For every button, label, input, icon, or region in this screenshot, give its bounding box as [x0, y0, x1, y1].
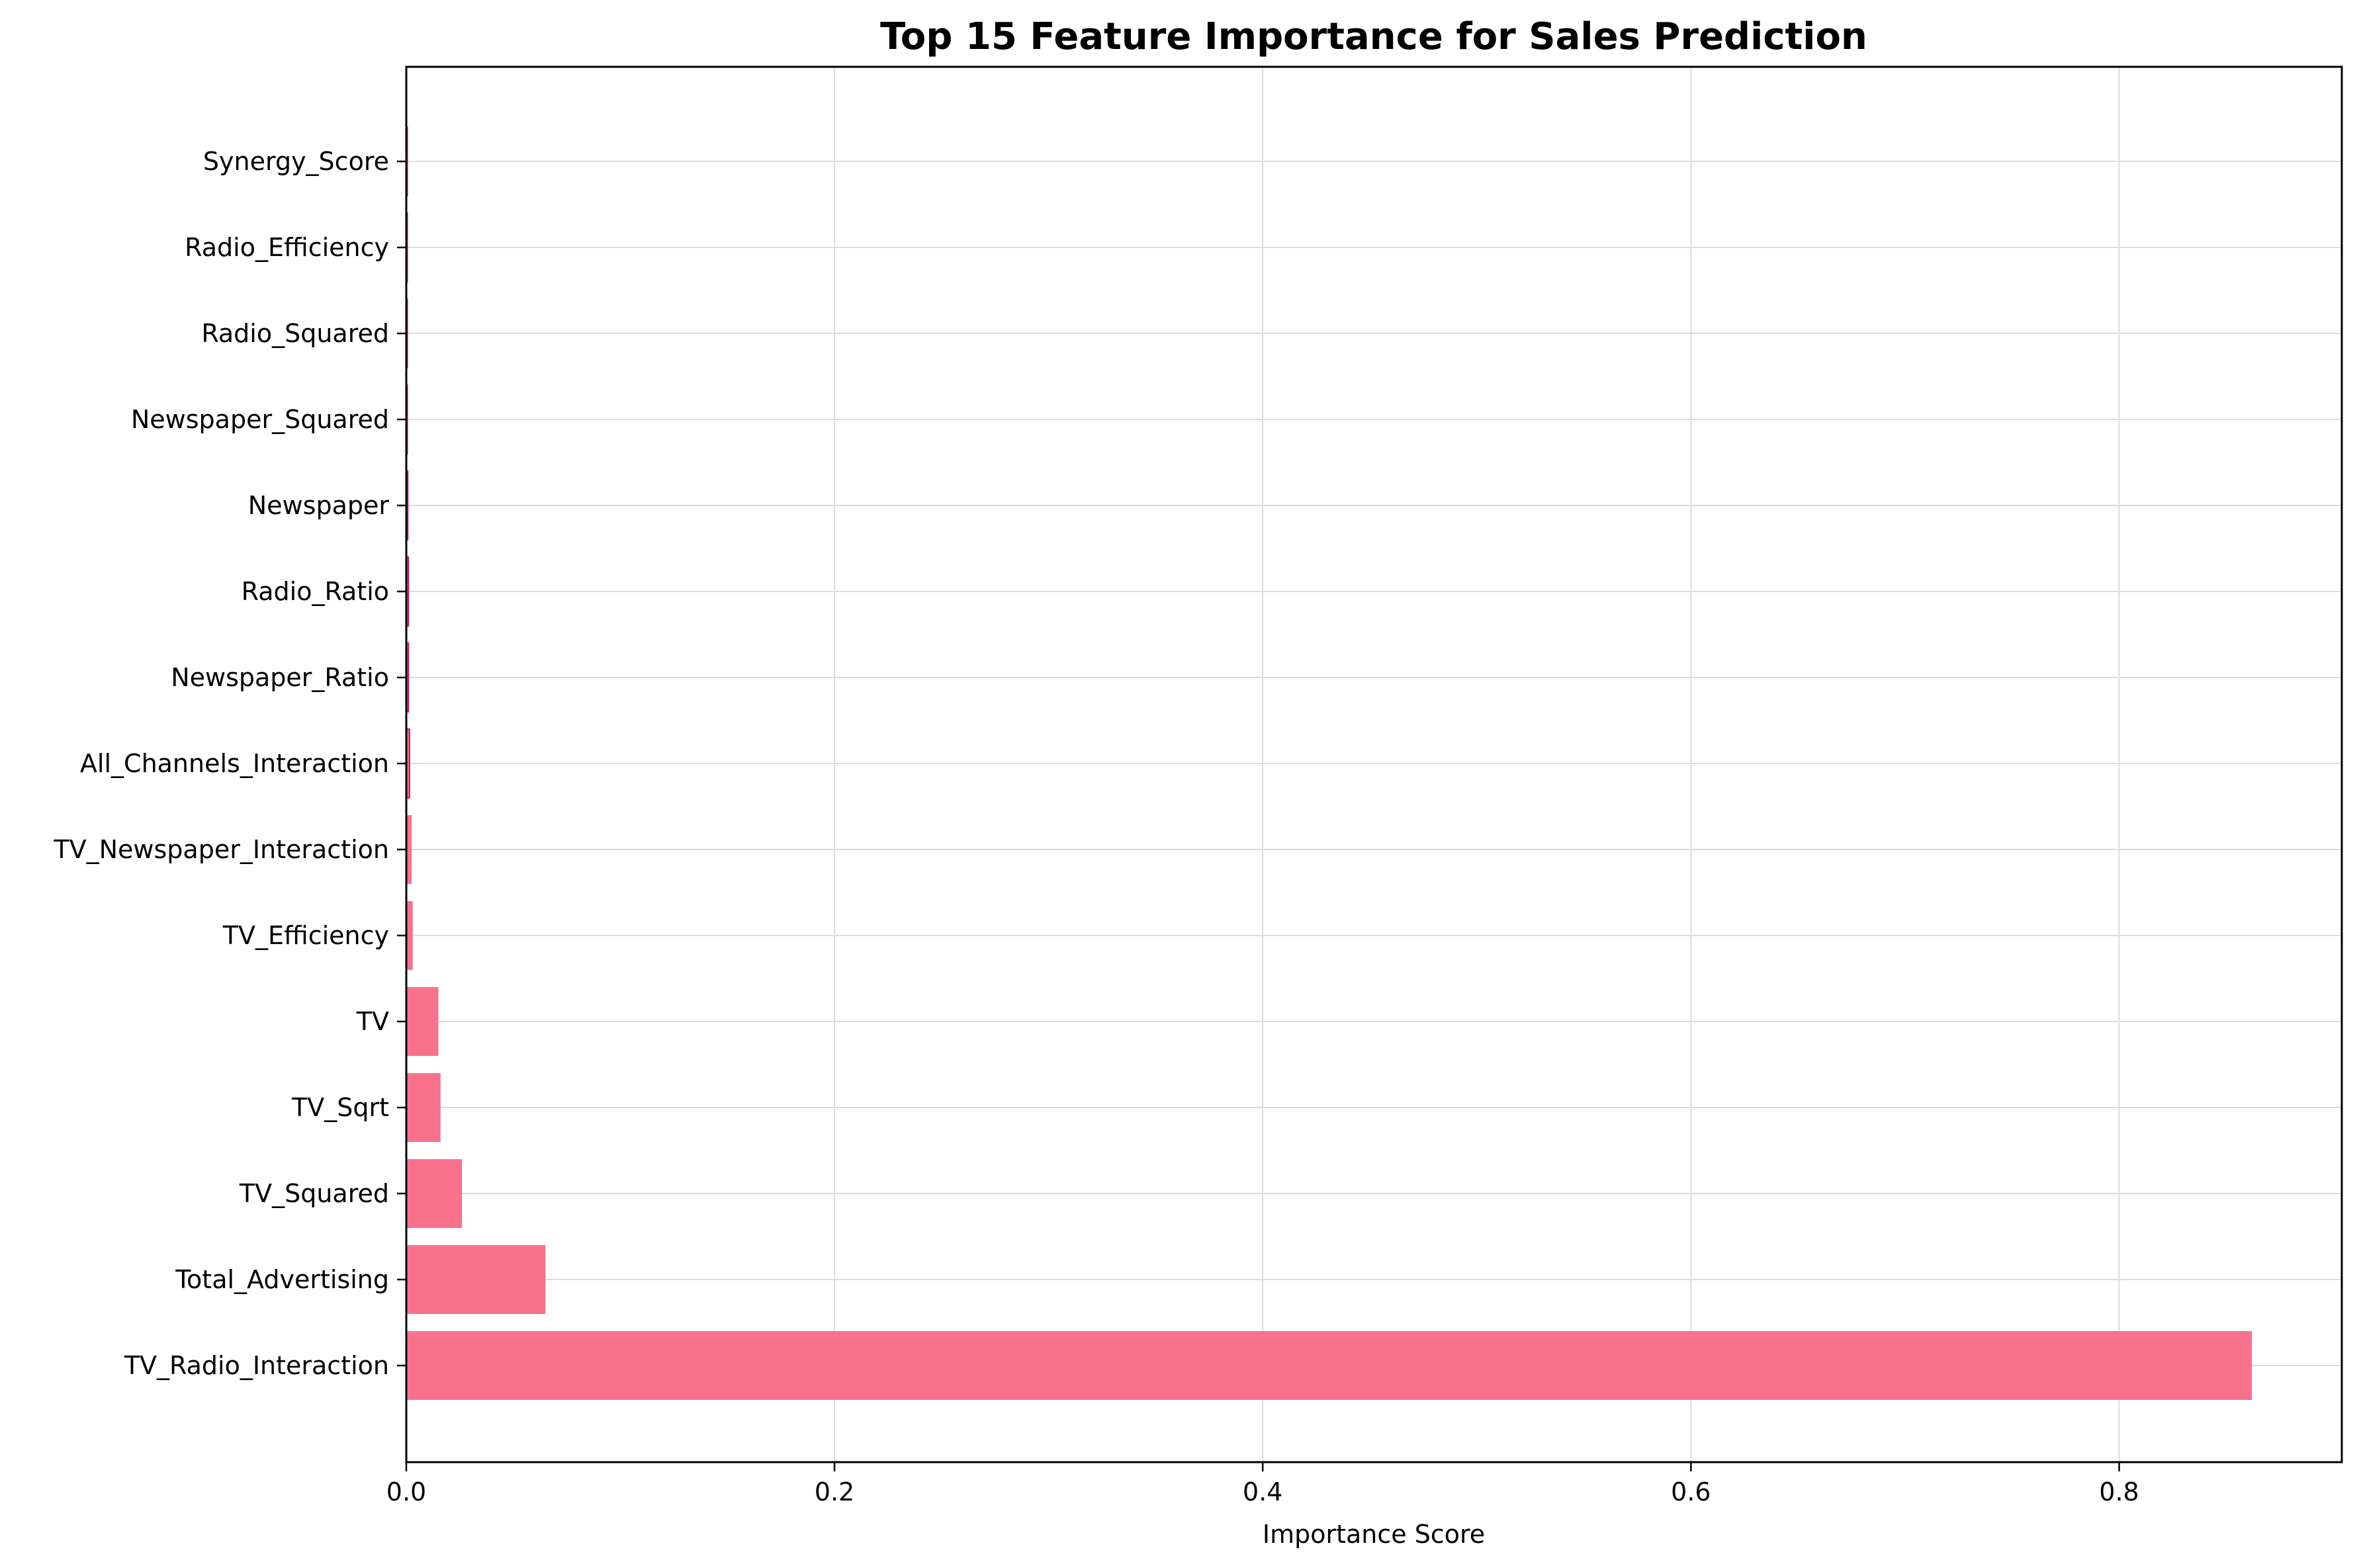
y-tick-label: TV_Radio_Interaction: [124, 1351, 389, 1380]
y-tick-label: All_Channels_Interaction: [80, 749, 389, 778]
x-tick-label: 0.4: [1243, 1477, 1282, 1506]
x-tick-label: 0.8: [2099, 1477, 2139, 1506]
y-tick-label: TV_Efficiency: [222, 921, 389, 950]
bar-tv-sqrt: [406, 1073, 441, 1142]
grid: [406, 67, 2342, 1462]
y-tick-label: Newspaper: [248, 491, 390, 520]
chart-title: Top 15 Feature Importance for Sales Pred…: [880, 15, 1867, 58]
y-tick-label: Radio_Efficiency: [185, 233, 389, 262]
x-axis-label: Importance Score: [1263, 1520, 1485, 1549]
bar-tv: [406, 987, 439, 1056]
axis-ticks: 0.0 0.2 0.4 0.6 0.8 TV_Radio_Interaction Total…: [53, 147, 2139, 1506]
bars: [406, 126, 2252, 1400]
y-tick-label: Newspaper_Squared: [131, 405, 389, 434]
bar-total-advertising: [406, 1245, 546, 1314]
y-tick-label: TV_Squared: [239, 1179, 389, 1208]
y-tick-label: Total_Advertising: [175, 1265, 389, 1294]
y-tick-label: Synergy_Score: [203, 147, 389, 176]
bar-tv-squared: [406, 1159, 463, 1228]
bar-tv-newspaper-interaction: [406, 815, 412, 884]
plot-area-frame: [405, 65, 2343, 1463]
y-tick-label: TV_Newspaper_Interaction: [53, 835, 389, 864]
y-tick-label: Radio_Squared: [201, 319, 389, 348]
x-tick-label: 0.2: [815, 1477, 854, 1506]
y-tick-label: Newspaper_Ratio: [171, 663, 389, 692]
y-tick-label: TV: [356, 1007, 389, 1036]
x-tick-label: 0.6: [1671, 1477, 1711, 1506]
bar-tv-radio-interaction: [406, 1331, 2252, 1400]
y-tick-label: TV_Sqrt: [291, 1093, 389, 1122]
y-tick-label: Radio_Ratio: [242, 577, 389, 606]
x-tick-label: 0.0: [386, 1477, 426, 1506]
bar-tv-efficiency: [406, 901, 413, 970]
